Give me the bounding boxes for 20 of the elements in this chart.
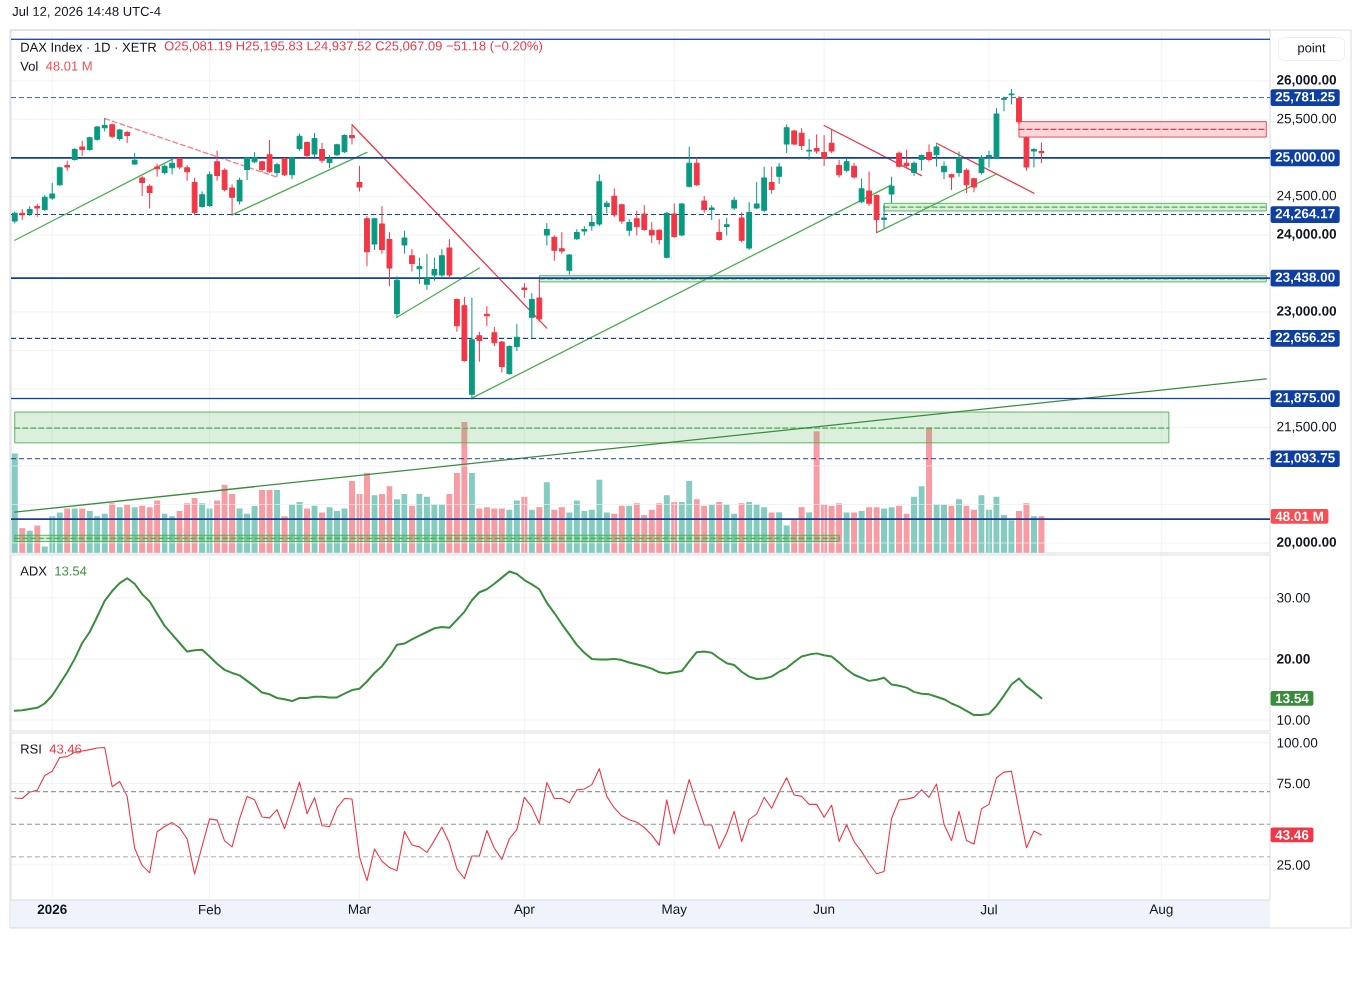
x-tick-label: May	[662, 904, 687, 917]
annotation: 43.46	[1275, 830, 1309, 840]
x-tick-label: Jun	[813, 904, 835, 914]
x-tick-label: Feb	[199, 904, 221, 915]
y-tick-label: 30.00	[1277, 592, 1310, 603]
y-tick-label: 20.00	[1277, 654, 1310, 664]
annotation: 13.54	[1275, 693, 1309, 704]
x-tick-label: Aug	[1149, 904, 1173, 917]
text: 43.46	[49, 744, 82, 754]
text: 13.54	[55, 566, 87, 576]
y-tick-label: 100.00	[1277, 737, 1318, 748]
x-tick-label: Jul	[980, 904, 997, 915]
y-tick-label: 10.00	[1277, 715, 1310, 725]
y-tick-label: 75.00	[1277, 778, 1310, 789]
x-tick-label: Mar	[348, 904, 371, 914]
text: ADX	[20, 566, 47, 576]
text: RSI	[21, 744, 41, 754]
x-tick-label: 2026	[37, 904, 67, 915]
y-tick-label: 25.00	[1277, 860, 1310, 870]
x-tick-label: Apr	[513, 904, 535, 917]
